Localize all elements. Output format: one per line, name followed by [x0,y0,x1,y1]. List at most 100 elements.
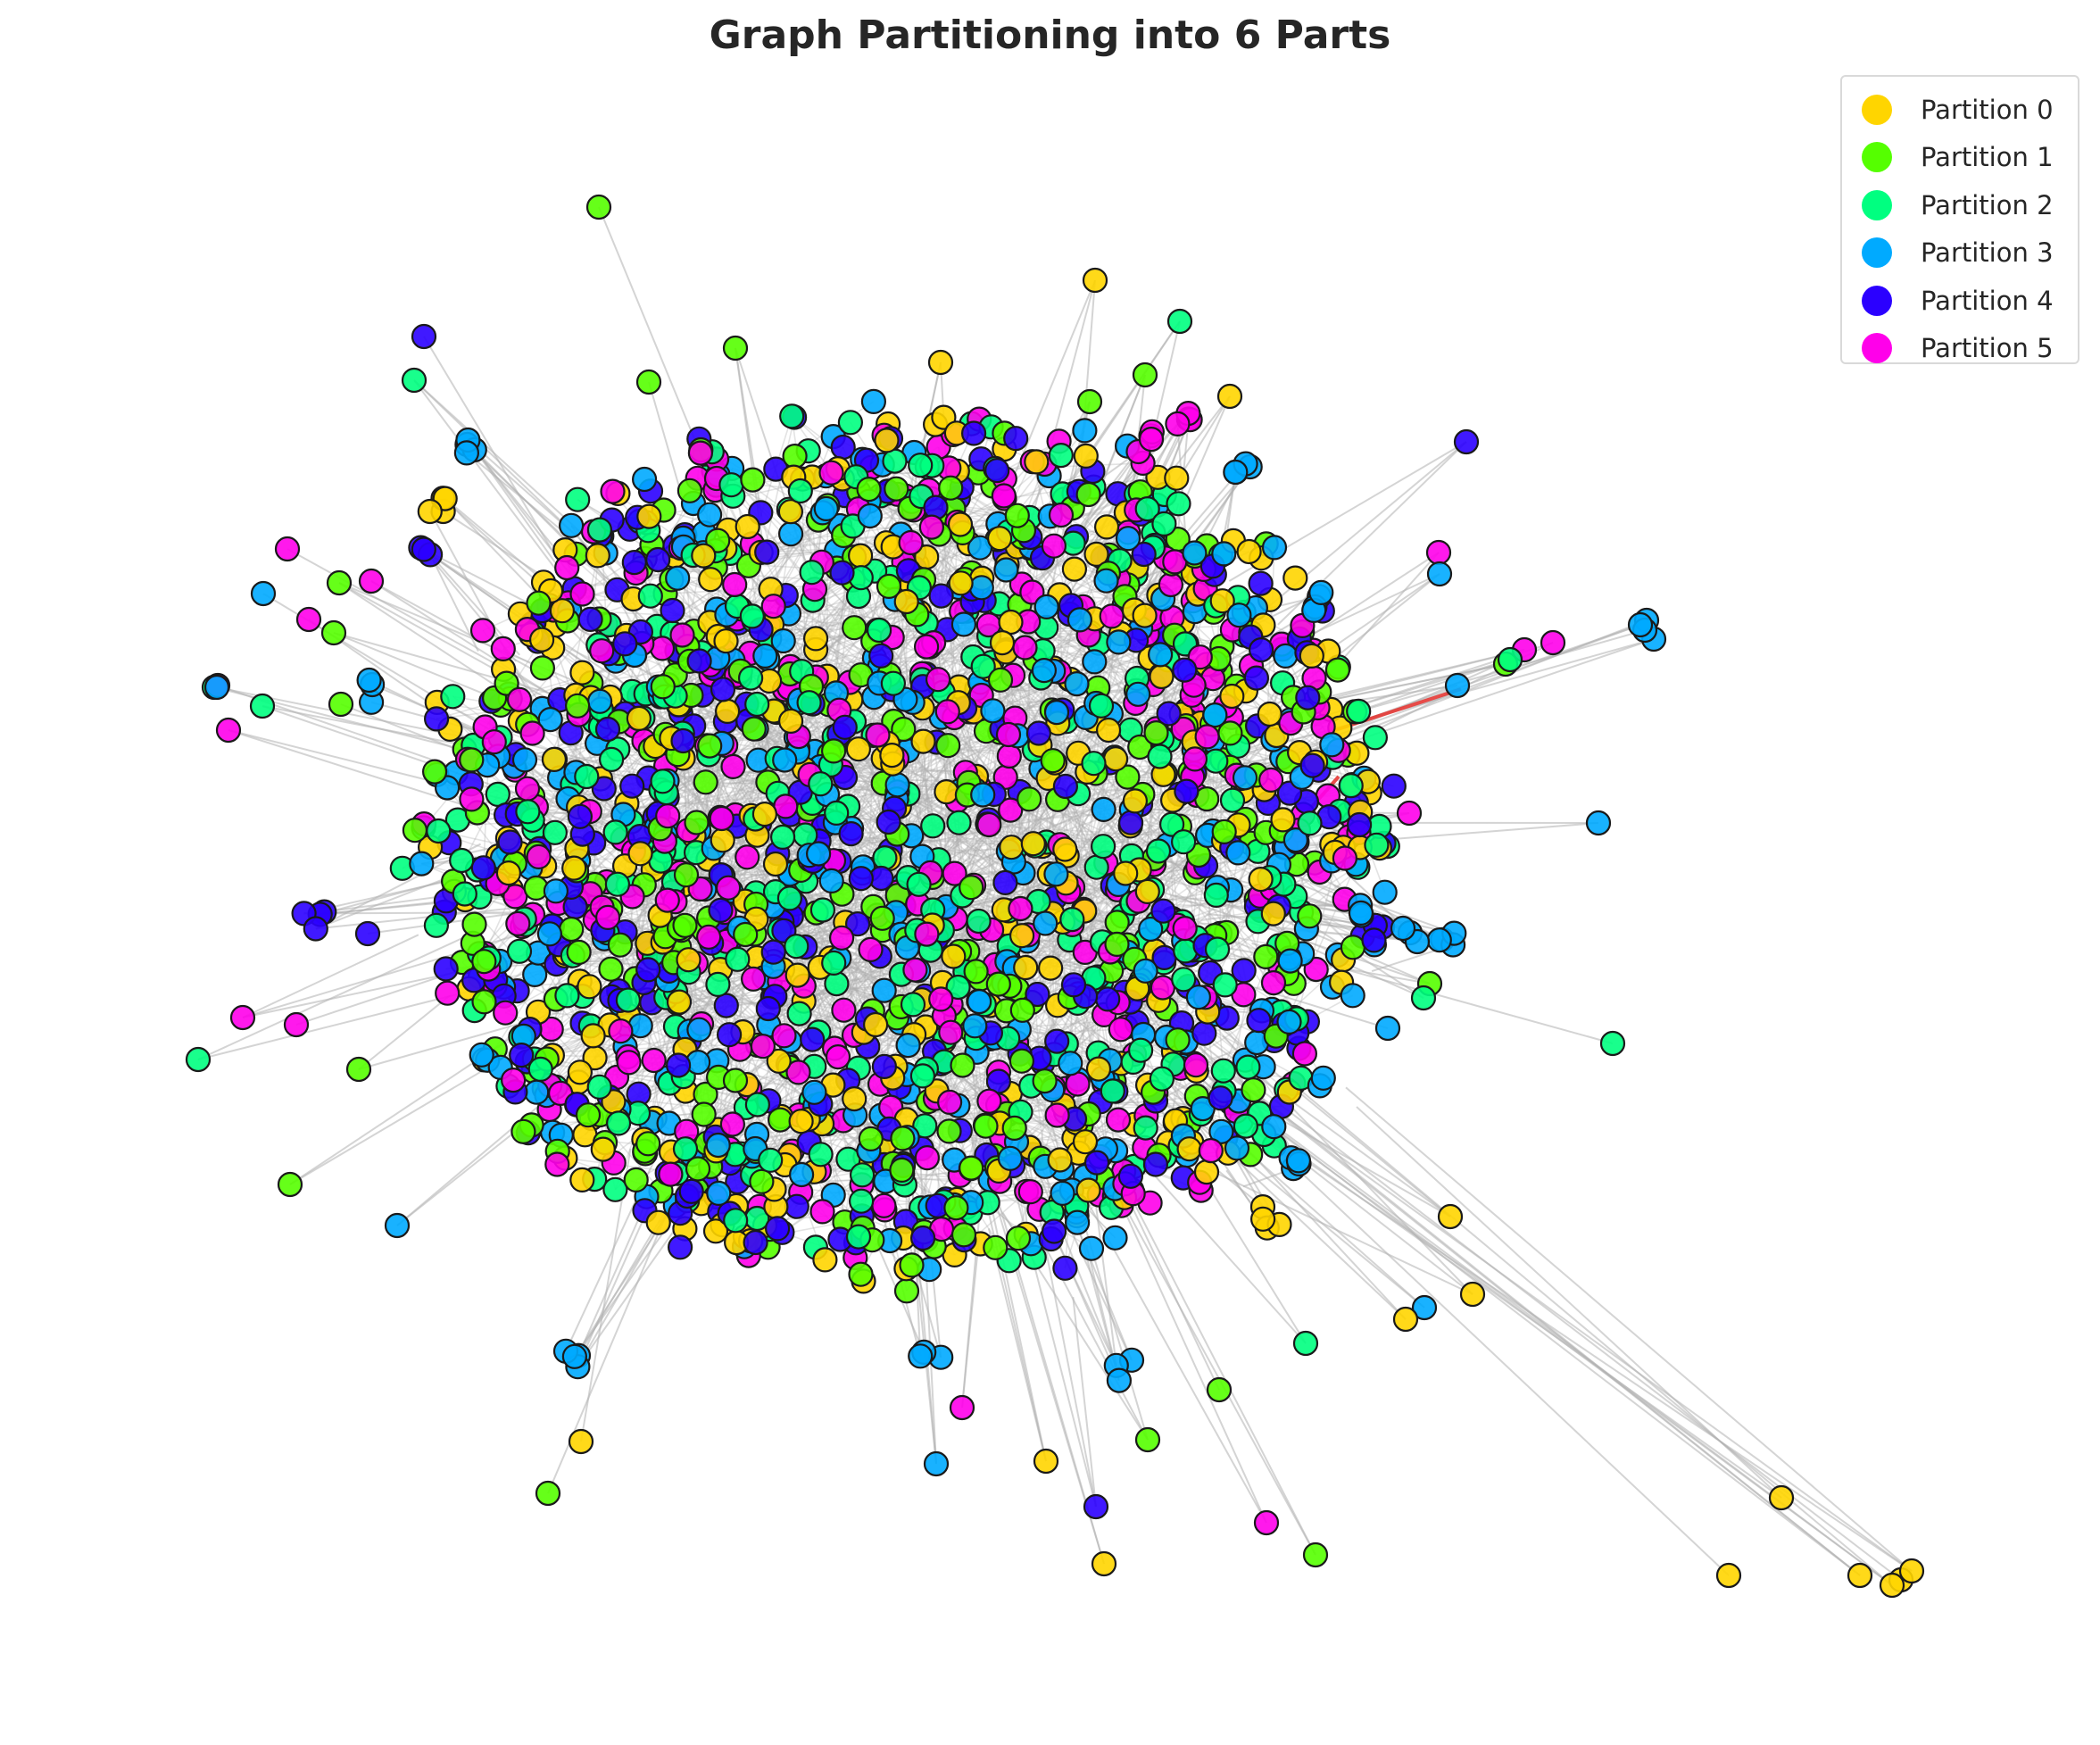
graph-node-partition-0 [1072,1129,1099,1155]
graph-node-partition-4 [670,727,696,754]
graph-node-partition-5 [818,460,844,486]
graph-node-partition-4 [1150,898,1176,924]
graph-node-partition-0 [691,543,717,569]
graph-node-partition-2 [615,987,642,1013]
graph-node-partition-4 [1142,1151,1169,1177]
graph-node-partition-1 [1340,935,1366,960]
graph-node-partition-1 [564,693,591,719]
graph-node-partition-0 [569,660,595,686]
graph-node-partition-3 [1147,642,1174,668]
graph-node-partition-0 [1282,565,1308,591]
graph-node-partition-5 [865,722,891,748]
graph-edge [1191,1160,1473,1295]
graph-node-partition-1 [959,875,984,901]
graph-node-partition-3 [752,643,778,669]
graph-node-partition-4 [1248,570,1274,596]
graph-node-partition-2 [565,486,591,512]
graph-node-partition-1 [1115,764,1141,790]
graph-node-partition-1 [1076,388,1103,415]
graph-node-partition-1 [402,818,427,843]
graph-node-partition-1 [623,1167,649,1193]
graph-node-partition-4 [710,677,736,702]
graph-edge [423,336,559,560]
graph-node-partition-3 [962,1013,988,1039]
graph-node-partition-2 [485,781,510,808]
graph-node-partition-2 [605,1110,632,1136]
graph-node-partition-3 [558,512,585,538]
graph-node-partition-5 [435,980,461,1006]
graph-node-partition-4 [1083,1150,1110,1176]
graph-node-partition-5 [1182,746,1208,772]
graph-node-partition-5 [991,483,1017,509]
graph-node-partition-1 [650,674,676,700]
graph-node-partition-0 [1392,1306,1419,1333]
graph-node-partition-1 [1104,910,1130,935]
graph-node-partition-4 [708,897,734,924]
graph-node-partition-2 [249,693,276,719]
graph-node-partition-1 [983,1234,1008,1260]
graph-node-partition-2 [808,771,834,797]
graph-node-partition-1 [936,1118,962,1144]
graph-node-partition-4 [660,597,685,624]
graph-node-partition-2 [725,946,751,972]
graph-node-partition-0 [1083,541,1109,568]
graph-node-partition-3 [1078,1235,1105,1261]
graph-node-partition-1 [607,932,634,958]
graph-edge [1277,441,1467,626]
graph-node-partition-5 [1253,1509,1280,1536]
graph-node-partition-3 [980,698,1006,724]
graph-node-partition-4 [1117,810,1144,835]
graph-node-partition-0 [812,1247,838,1273]
graph-node-partition-5 [949,1394,975,1421]
graph-node-partition-4 [1117,1163,1144,1189]
graph-node-partition-5 [1260,969,1287,996]
graph-node-partition-4 [665,1052,692,1078]
graph-edge [413,379,702,657]
graph-node-partition-4 [760,939,786,965]
legend-item-partition-0: Partition 0 [1842,86,2078,134]
graph-node-partition-1 [461,911,487,937]
graph-node-partition-0 [1082,267,1108,294]
graph-node-partition-3 [1033,910,1058,936]
graph-node-partition-1 [1297,903,1323,929]
graph-node-partition-5 [1158,571,1184,598]
graph-node-partition-3 [1348,900,1374,927]
legend: Partition 0 Partition 1 Partition 2 Part… [1840,75,2079,364]
graph-node-partition-2 [554,983,580,1009]
graph-node-partition-2 [787,478,813,504]
graph-node-partition-5 [526,843,552,870]
graph-node-partition-1 [566,939,592,966]
graph-node-partition-3 [1138,916,1164,943]
graph-node-partition-5 [1138,427,1165,453]
graph-node-partition-5 [1008,895,1033,922]
graph-node-partition-5 [295,606,322,633]
graph-node-partition-1 [672,912,698,938]
graph-node-partition-0 [1020,831,1046,857]
graph-node-partition-3 [1185,985,1212,1010]
legend-item-partition-3: Partition 3 [1842,229,2078,278]
graph-node-partition-2 [1171,967,1197,993]
graph-node-partition-1 [575,1102,602,1128]
graph-node-partition-1 [950,1052,975,1078]
graph-node-partition-5 [785,1059,811,1085]
graph-node-partition-2 [542,819,569,845]
graph-node-partition-5 [654,887,680,913]
graph-node-partition-1 [635,369,662,395]
graph-node-partition-5 [229,1004,256,1031]
graph-edge [1025,800,1174,968]
graph-node-partition-1 [963,959,989,985]
graph-node-partition-1 [1009,997,1035,1023]
graph-edge [1072,1297,1097,1508]
graph-edge [599,495,922,702]
graph-node-partition-5 [750,1034,776,1059]
graph-node-partition-2 [880,670,907,696]
graph-node-partition-4 [1052,773,1079,800]
graph-node-partition-4 [1131,541,1157,568]
graph-node-partition-2 [426,818,452,844]
graph-edge [634,653,758,705]
graph-node-partition-0 [1102,746,1129,772]
graph-node-partition-0 [666,989,693,1015]
graph-node-partition-0 [766,1048,792,1074]
graph-node-partition-2 [1203,748,1229,774]
